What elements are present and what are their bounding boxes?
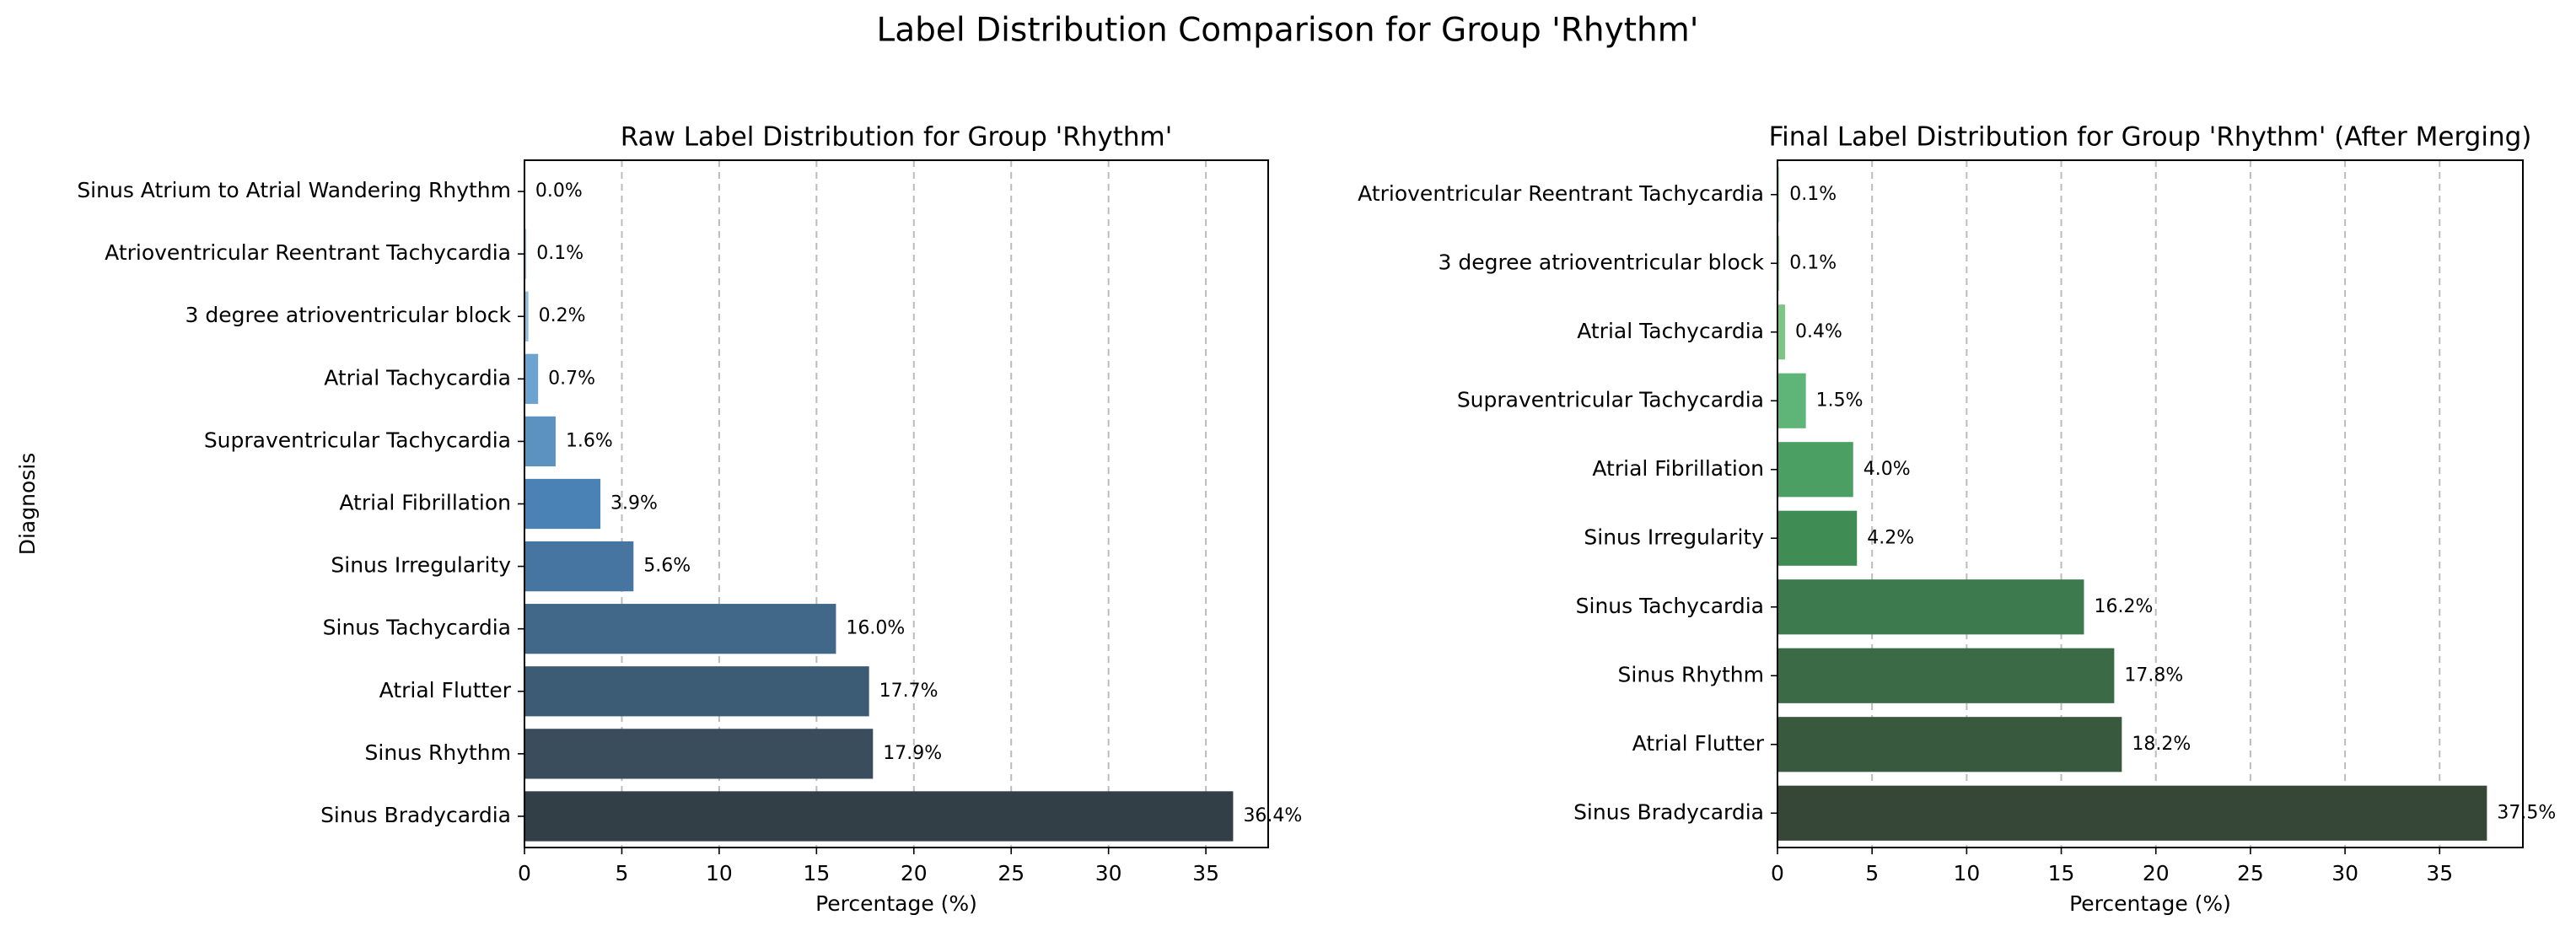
bar — [1777, 648, 2115, 703]
x-tick-label: 0 — [518, 861, 531, 885]
data-label: 1.5% — [1816, 390, 1863, 411]
data-label: 36.4% — [1243, 805, 1302, 826]
y-tick-label: Atrial Fibrillation — [1592, 456, 1764, 481]
data-label: 17.8% — [2124, 665, 2183, 686]
data-label: 0.2% — [539, 305, 586, 326]
y-tick-label: Sinus Irregularity — [1584, 525, 1764, 549]
chart-title: Final Label Distribution for Group 'Rhyt… — [1769, 122, 2532, 153]
y-tick-label: Atrioventricular Reentrant Tachycardia — [1358, 181, 1764, 206]
y-tick-label: Sinus Rhythm — [1618, 662, 1765, 686]
figure-title: Label Distribution Comparison for Group … — [877, 12, 1699, 50]
x-tick-label: 30 — [1095, 861, 1122, 885]
data-label: 0.7% — [548, 368, 595, 389]
bar — [1777, 785, 2487, 841]
data-label: 5.6% — [643, 556, 691, 577]
x-tick-label: 35 — [2426, 861, 2453, 885]
data-label: 4.0% — [1863, 459, 1911, 480]
y-tick-label: Atrial Fibrillation — [339, 491, 511, 515]
x-tick-label: 20 — [2143, 861, 2170, 885]
x-axis-label: Percentage (%) — [2069, 891, 2231, 916]
x-tick-label: 0 — [1771, 861, 1784, 885]
data-label: 17.7% — [879, 681, 938, 702]
y-axis-label: Diagnosis — [15, 453, 40, 556]
chart-title: Raw Label Distribution for Group 'Rhythm… — [621, 122, 1173, 153]
x-tick-label: 5 — [1865, 861, 1879, 885]
x-tick-label: 15 — [2048, 861, 2075, 885]
y-tick-label: 3 degree atrioventricular block — [185, 303, 511, 327]
x-tick-label: 25 — [2237, 861, 2264, 885]
y-tick-label: Sinus Tachycardia — [323, 616, 511, 640]
y-tick-label: Atrial Tachycardia — [324, 365, 511, 390]
bar — [524, 666, 869, 717]
plot-frame — [1777, 159, 2524, 848]
data-label: 17.9% — [883, 743, 942, 764]
data-label: 3.9% — [610, 493, 658, 514]
bar — [524, 353, 539, 404]
data-label: 4.2% — [1867, 527, 1914, 548]
y-tick-label: Atrial Flutter — [1632, 731, 1765, 756]
y-tick-label: Atrial Tachycardia — [1577, 319, 1764, 343]
bar — [524, 416, 556, 467]
y-tick-label: Atrial Flutter — [379, 678, 512, 702]
x-tick-label: 10 — [706, 861, 733, 885]
y-tick-label: Sinus Irregularity — [331, 553, 511, 578]
y-tick-label: Sinus Atrium to Atrial Wandering Rhythm — [77, 178, 511, 202]
y-tick-label: Sinus Bradycardia — [1573, 799, 1764, 824]
data-label: 37.5% — [2497, 802, 2556, 823]
x-tick-label: 15 — [803, 861, 830, 885]
data-label: 0.1% — [1789, 252, 1837, 273]
x-tick-label: 35 — [1192, 861, 1219, 885]
bar — [1777, 373, 1806, 428]
x-tick-label: 20 — [901, 861, 928, 885]
plot-frame — [524, 159, 1269, 848]
data-label: 0.0% — [535, 180, 583, 202]
y-tick-label: Sinus Bradycardia — [320, 803, 511, 827]
bar — [1777, 235, 1780, 291]
bar — [524, 291, 529, 342]
bar — [1777, 167, 1780, 223]
y-tick-label: Supraventricular Tachycardia — [204, 428, 511, 452]
data-label: 1.6% — [566, 430, 613, 451]
data-label: 0.4% — [1795, 321, 1842, 342]
x-tick-label: 10 — [1953, 861, 1980, 885]
y-tick-label: Sinus Rhythm — [365, 740, 512, 765]
data-label: 18.2% — [2132, 734, 2191, 755]
y-tick-label: Supraventricular Tachycardia — [1457, 387, 1764, 412]
x-tick-label: 30 — [2331, 861, 2358, 885]
bar — [524, 541, 634, 592]
bar — [524, 729, 874, 779]
x-axis-label: Percentage (%) — [815, 891, 977, 916]
data-label: 16.2% — [2094, 596, 2153, 617]
y-tick-label: Sinus Tachycardia — [1576, 594, 1764, 618]
x-tick-label: 25 — [998, 861, 1024, 885]
bar — [524, 791, 1234, 842]
data-label: 0.1% — [536, 243, 583, 264]
raw-distribution-panel: Sinus Atrium to Atrial Wandering Rhythm 0… — [15, 122, 1302, 917]
x-tick-label: 5 — [615, 861, 628, 885]
bar — [524, 604, 836, 654]
bar — [524, 229, 527, 279]
bar — [1777, 442, 1853, 498]
bar — [1777, 579, 2084, 635]
y-tick-label: 3 degree atrioventricular block — [1438, 250, 1764, 274]
bar — [524, 478, 601, 530]
bar — [1777, 304, 1785, 360]
data-label: 0.1% — [1789, 184, 1837, 205]
data-label: 16.0% — [846, 618, 905, 639]
y-tick-label: Atrioventricular Reentrant Tachycardia — [105, 240, 511, 265]
bar — [1777, 717, 2122, 772]
bar — [1777, 510, 1858, 566]
final-distribution-panel: Atrioventricular Reentrant Tachycardia 0.… — [1358, 122, 2556, 917]
